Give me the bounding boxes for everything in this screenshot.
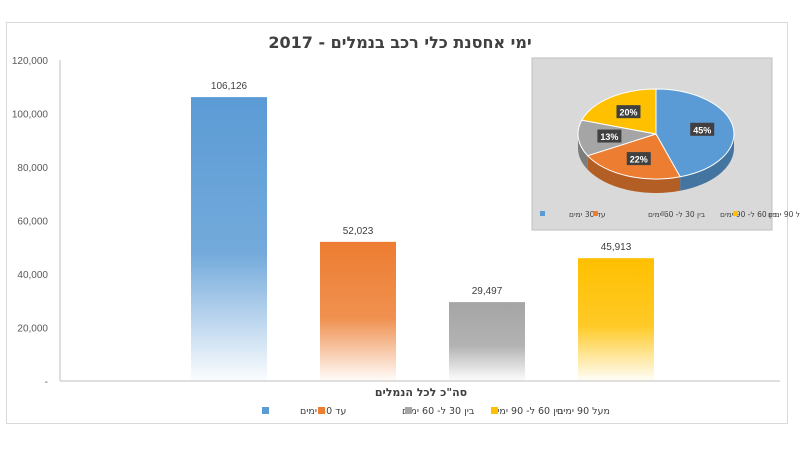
legend-label: מעל 90 ימים: [557, 406, 610, 417]
y-tick-label: 100,000: [12, 110, 49, 121]
pie-label-box: [616, 105, 641, 119]
pie-legend-label: מעל 90 ימים: [768, 210, 800, 219]
pie-data-label: 45%: [693, 125, 711, 135]
y-tick-label: 120,000: [12, 56, 49, 67]
pie-legend-swatch: [593, 211, 598, 216]
pie-legend-label: עד 30 ימים: [569, 210, 606, 219]
bar-data-label: 29,497: [472, 286, 503, 297]
pie-label-box: [690, 122, 715, 136]
pie-legend-swatch: [540, 211, 545, 216]
pie-slice-side: [680, 134, 734, 191]
x-axis-title: סה"כ לכל הנמלים: [375, 386, 467, 399]
bar-data-label: 45,913: [601, 242, 632, 253]
pie-label-box: [597, 129, 622, 143]
chart-title: ימי אחסנת כלי רכב בנמלים - 2017: [268, 33, 531, 52]
bar-data-label: 106,126: [211, 81, 248, 92]
bar-2: [320, 241, 396, 381]
legend-swatch: [262, 407, 269, 414]
pie-chart-panel: 45% 22% 13% 20% עד 30 ימים בין 30 ל- 60 ימים ב…: [531, 57, 800, 231]
pie-data-label: 20%: [619, 108, 637, 118]
pie-label-box: [626, 152, 651, 166]
pie-legend-swatch: [661, 211, 666, 216]
y-tick-label: 40,000: [17, 270, 48, 281]
pie-slice-side: [578, 134, 588, 170]
y-tick-label: 60,000: [17, 217, 48, 228]
legend-label: בין 30 ל- 60 ימים: [402, 406, 475, 417]
y-tick-label: 80,000: [17, 163, 48, 174]
bar-data-label: 52,023: [343, 226, 374, 237]
pie-legend-label: בין 60 ל- 90 ימים: [720, 210, 778, 219]
pie-data-label: 22%: [630, 155, 648, 165]
pie-slice-side: [587, 155, 681, 193]
y-axis: - 20,000 40,000 60,000 80,000 100,000 120,000: [12, 56, 780, 388]
legend-swatch: [405, 407, 412, 414]
bar-series: 106,126 52,023 29,497 45,913: [191, 81, 654, 382]
bar-3: [449, 302, 525, 381]
legend-swatch: [491, 407, 498, 414]
y-tick-label: 20,000: [17, 324, 48, 335]
y-tick-label: -: [45, 377, 48, 388]
pie-legend-label: בין 30 ל- 60 ימים: [648, 210, 706, 219]
bar-1: [191, 97, 267, 382]
legend-swatch: [318, 407, 325, 414]
legend-label: בין 60 ל- 90 ימים: [491, 406, 564, 417]
bar-4: [578, 258, 654, 381]
bar-legend: עד 30 ימים בין 30 ל- 60 ימים בין 60 ל- 90 …: [262, 406, 610, 417]
pie-legend-swatch: [733, 211, 738, 216]
pie-data-label: 13%: [600, 132, 618, 142]
